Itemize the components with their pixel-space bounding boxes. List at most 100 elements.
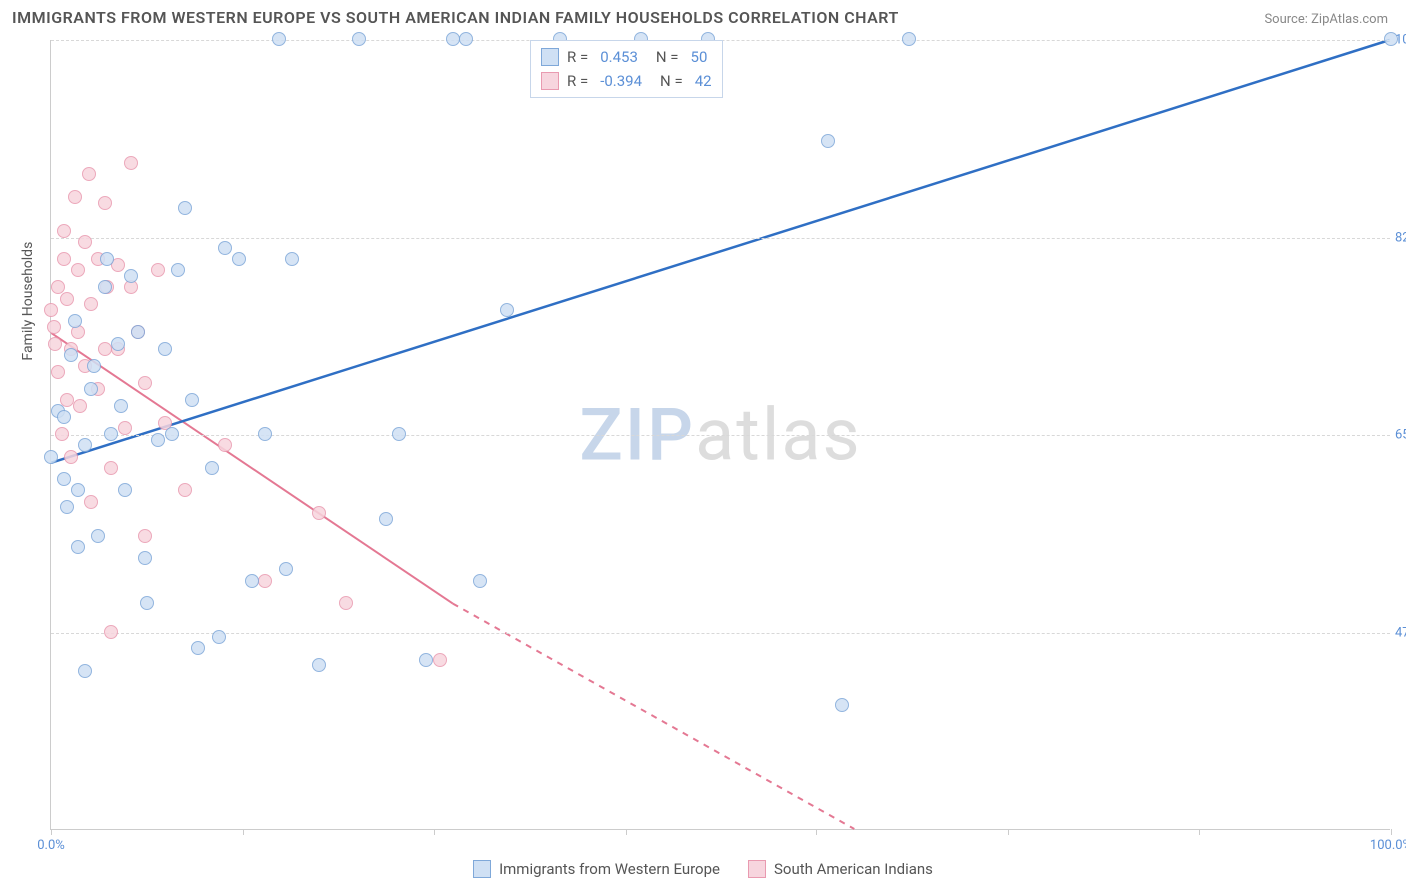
legend-r-label: R = <box>567 69 588 93</box>
data-point <box>118 421 132 435</box>
data-point <box>178 201 192 215</box>
data-point <box>1384 32 1398 46</box>
data-point <box>124 269 138 283</box>
data-point <box>118 483 132 497</box>
trend-line <box>51 40 1389 463</box>
x-tick <box>1008 829 1009 835</box>
data-point <box>71 263 85 277</box>
swatch-pink <box>541 72 559 90</box>
gridline <box>51 435 1390 436</box>
x-tick <box>626 829 627 835</box>
legend-item: South American Indians <box>748 860 933 878</box>
data-point <box>205 461 219 475</box>
data-point <box>446 32 460 46</box>
data-point <box>104 427 118 441</box>
trend-line <box>453 604 854 829</box>
data-point <box>285 252 299 266</box>
data-point <box>47 320 61 334</box>
data-point <box>84 297 98 311</box>
data-point <box>91 529 105 543</box>
data-point <box>84 382 98 396</box>
data-point <box>57 472 71 486</box>
data-point <box>258 574 272 588</box>
data-point <box>104 625 118 639</box>
legend-n-blue: 50 <box>691 45 708 69</box>
data-point <box>140 596 154 610</box>
data-point <box>138 376 152 390</box>
data-point <box>124 156 138 170</box>
legend-r-pink: -0.394 <box>600 69 642 93</box>
data-point <box>433 653 447 667</box>
data-point <box>114 399 128 413</box>
y-axis-label: Family Households <box>20 242 36 361</box>
data-point <box>64 450 78 464</box>
data-point <box>87 359 101 373</box>
chart-title: IMMIGRANTS FROM WESTERN EUROPE VS SOUTH … <box>12 8 899 27</box>
data-point <box>57 252 71 266</box>
data-point <box>218 438 232 452</box>
correlation-legend: R = 0.453 N = 50 R = -0.394 N = 42 <box>530 40 723 98</box>
x-tick <box>434 829 435 835</box>
data-point <box>138 529 152 543</box>
data-point <box>339 596 353 610</box>
data-point <box>78 235 92 249</box>
data-point <box>78 438 92 452</box>
data-point <box>312 658 326 672</box>
data-point <box>98 196 112 210</box>
legend-row-blue: R = 0.453 N = 50 <box>541 45 712 69</box>
data-point <box>151 263 165 277</box>
data-point <box>73 399 87 413</box>
data-point <box>104 461 118 475</box>
data-point <box>352 32 366 46</box>
data-point <box>158 342 172 356</box>
data-point <box>272 32 286 46</box>
data-point <box>191 641 205 655</box>
source-link[interactable]: ZipAtlas.com <box>1311 12 1388 27</box>
legend-swatch <box>748 860 766 878</box>
data-point <box>82 167 96 181</box>
series-legend: Immigrants from Western Europe South Amer… <box>0 860 1406 882</box>
data-point <box>60 393 74 407</box>
data-point <box>178 483 192 497</box>
x-tick <box>51 829 52 835</box>
legend-r-label: R = <box>567 45 588 69</box>
x-tick <box>1199 829 1200 835</box>
data-point <box>138 551 152 565</box>
data-point <box>212 630 226 644</box>
data-point <box>78 664 92 678</box>
data-point <box>902 32 916 46</box>
data-point <box>44 303 58 317</box>
data-point <box>185 393 199 407</box>
data-point <box>60 500 74 514</box>
data-point <box>312 506 326 520</box>
data-point <box>71 483 85 497</box>
data-point <box>473 574 487 588</box>
data-point <box>151 433 165 447</box>
legend-r-blue: 0.453 <box>600 45 638 69</box>
data-point <box>68 314 82 328</box>
data-point <box>821 134 835 148</box>
x-tick <box>1391 829 1392 835</box>
data-point <box>379 512 393 526</box>
data-point <box>245 574 259 588</box>
data-point <box>100 252 114 266</box>
data-point <box>165 427 179 441</box>
data-point <box>500 303 514 317</box>
legend-item: Immigrants from Western Europe <box>473 860 720 878</box>
swatch-blue <box>541 48 559 66</box>
legend-n-label: N = <box>660 69 683 93</box>
data-point <box>71 540 85 554</box>
x-tick <box>816 829 817 835</box>
data-point <box>68 190 82 204</box>
legend-row-pink: R = -0.394 N = 42 <box>541 69 712 93</box>
source-attribution: Source: ZipAtlas.com <box>1264 12 1388 27</box>
data-point <box>279 562 293 576</box>
data-point <box>51 365 65 379</box>
x-tick-label: 100.0% <box>1370 838 1406 853</box>
x-tick-label: 0.0% <box>37 838 65 853</box>
data-point <box>419 653 433 667</box>
x-tick <box>243 829 244 835</box>
data-point <box>218 241 232 255</box>
y-tick-label: 65.0% <box>1395 428 1406 443</box>
data-point <box>111 337 125 351</box>
